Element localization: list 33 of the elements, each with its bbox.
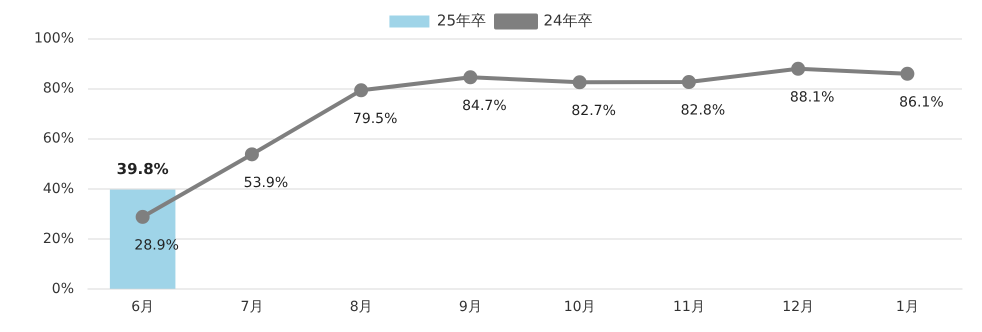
data-label: 53.9% — [244, 174, 288, 191]
point — [791, 62, 806, 76]
data-label: 88.1% — [790, 89, 834, 106]
y-tick-label: 0% — [52, 280, 74, 297]
x-tick-label: 8月 — [350, 299, 373, 316]
data-label: 84.7% — [462, 98, 507, 114]
point — [244, 147, 259, 162]
y-tick-label: 100% — [34, 30, 74, 47]
y-tick-label: 20% — [42, 230, 74, 247]
x-tick-label: 9月 — [458, 299, 482, 316]
point — [354, 83, 368, 98]
data-label: 39.8% — [116, 160, 169, 178]
legend-label: 25年卒 — [436, 11, 486, 30]
data-label: 82.8% — [680, 102, 726, 119]
x-tick-label: 7月 — [240, 299, 264, 316]
point — [136, 210, 150, 224]
point — [463, 70, 478, 84]
y-tick-label: 60% — [42, 130, 74, 147]
x-tick-label: 1月 — [896, 299, 919, 316]
point — [900, 66, 914, 81]
data-label: 79.5% — [352, 110, 398, 127]
point — [572, 75, 587, 90]
data-label: 28.9% — [134, 238, 179, 254]
data-label: 82.7% — [571, 102, 616, 119]
legend-label: 24年卒 — [544, 11, 593, 30]
y-tick-label: 40% — [42, 180, 74, 197]
x-tick-label: 10月 — [564, 299, 596, 316]
data-label: 86.1% — [899, 94, 944, 110]
x-tick-label: 12月 — [782, 299, 814, 316]
point — [682, 75, 696, 90]
x-tick-label: 6月 — [131, 299, 154, 316]
y-tick-label: 80% — [42, 80, 74, 97]
x-tick-label: 11月 — [672, 299, 705, 316]
